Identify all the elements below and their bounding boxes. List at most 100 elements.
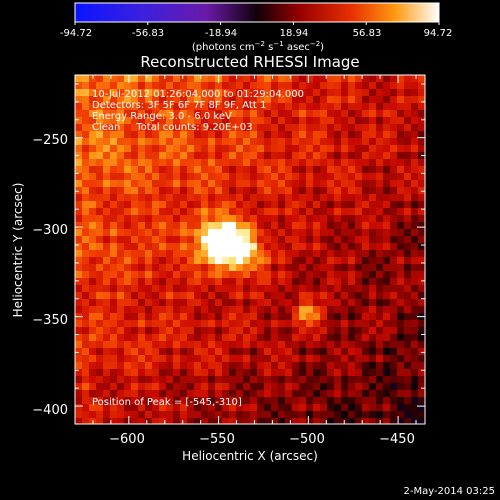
heatmap-cell — [348, 145, 356, 153]
heatmap-cell — [82, 131, 90, 139]
heatmap-cell — [355, 404, 363, 412]
heatmap-cell — [138, 145, 146, 153]
heatmap-cell — [124, 166, 132, 174]
heatmap-cell — [117, 236, 125, 244]
heatmap-cell — [355, 96, 363, 104]
heatmap-cell — [383, 292, 391, 300]
heatmap-cell — [180, 418, 188, 424]
heatmap-cell — [152, 355, 160, 363]
heatmap-cell — [411, 194, 419, 202]
heatmap-cell — [334, 243, 342, 251]
heatmap-cell — [110, 334, 118, 342]
heatmap-cell — [208, 89, 216, 97]
heatmap-cell — [334, 173, 342, 181]
heatmap-cell — [264, 355, 272, 363]
heatmap-cell — [348, 131, 356, 139]
heatmap-cell — [117, 390, 125, 398]
heatmap-cell — [369, 208, 377, 216]
heatmap-cell — [250, 327, 258, 335]
heatmap-cell — [362, 152, 370, 160]
heatmap-cell — [201, 278, 209, 286]
heatmap-cell — [341, 236, 349, 244]
heatmap-cell — [201, 250, 209, 258]
heatmap-cell — [215, 376, 223, 384]
heatmap-cell — [194, 145, 202, 153]
heatmap-cell — [208, 124, 216, 132]
heatmap-cell — [292, 75, 300, 83]
heatmap-cell — [236, 138, 244, 146]
heatmap-cell — [348, 278, 356, 286]
heatmap-cell — [257, 278, 265, 286]
heatmap-cell — [201, 89, 209, 97]
heatmap-cell — [334, 334, 342, 342]
heatmap-cell — [194, 369, 202, 377]
heatmap-cell — [348, 117, 356, 125]
heatmap-cell — [89, 243, 97, 251]
heatmap-cell — [341, 124, 349, 132]
heatmap-cell — [152, 194, 160, 202]
heatmap-cell — [383, 278, 391, 286]
heatmap-cell — [313, 299, 321, 307]
heatmap-cell — [418, 208, 425, 216]
heatmap-cell — [145, 250, 153, 258]
heatmap-cell — [397, 306, 405, 314]
heatmap-cell — [138, 376, 146, 384]
heatmap-cell — [348, 418, 356, 424]
heatmap-cell — [243, 194, 251, 202]
heatmap-cell — [327, 145, 335, 153]
heatmap-cell — [96, 376, 104, 384]
heatmap-cell — [131, 110, 139, 118]
heatmap-cell — [404, 383, 412, 391]
heatmap-cell — [404, 369, 412, 377]
heatmap-cell — [124, 96, 132, 104]
heatmap-cell — [320, 299, 328, 307]
heatmap-cell — [103, 159, 111, 167]
heatmap-cell — [103, 75, 111, 83]
heatmap-cell — [404, 201, 412, 209]
heatmap-cell — [208, 180, 216, 188]
heatmap-cell — [96, 117, 104, 125]
heatmap-cell — [250, 397, 258, 405]
heatmap-cell — [320, 96, 328, 104]
heatmap-cell — [75, 145, 83, 153]
heatmap-cell — [117, 159, 125, 167]
heatmap-cell — [257, 103, 265, 111]
heatmap-cell — [89, 215, 97, 223]
heatmap-cell — [327, 334, 335, 342]
heatmap-cell — [201, 131, 209, 139]
heatmap-cell — [145, 180, 153, 188]
heatmap-cell — [257, 166, 265, 174]
heatmap-cell — [355, 418, 363, 424]
heatmap-cell — [418, 131, 425, 139]
heatmap-cell — [390, 264, 398, 272]
heatmap-cell — [397, 201, 405, 209]
heatmap-cell — [187, 187, 195, 195]
heatmap-cell — [82, 159, 90, 167]
heatmap-cell — [327, 292, 335, 300]
heatmap-cell — [103, 236, 111, 244]
heatmap-cell — [411, 404, 419, 412]
heatmap-cell — [208, 201, 216, 209]
heatmap-cell — [306, 208, 314, 216]
heatmap-cell — [404, 327, 412, 335]
heatmap-cell — [89, 411, 97, 419]
heatmap-cell — [145, 222, 153, 230]
heatmap-cell — [355, 397, 363, 405]
heatmap-cell — [145, 117, 153, 125]
heatmap-cell — [341, 313, 349, 321]
heatmap-cell — [117, 75, 125, 83]
heatmap-cell — [313, 271, 321, 279]
heatmap-cell — [236, 229, 244, 237]
heatmap-cell — [131, 390, 139, 398]
heatmap-cell — [243, 313, 251, 321]
heatmap-cell — [103, 390, 111, 398]
heatmap-cell — [306, 222, 314, 230]
heatmap-cell — [236, 103, 244, 111]
heatmap-cell — [117, 145, 125, 153]
heatmap-cell — [278, 187, 286, 195]
heatmap-cell — [187, 348, 195, 356]
heatmap-cell — [320, 418, 328, 424]
heatmap-cell — [418, 75, 425, 83]
heatmap-cell — [404, 306, 412, 314]
heatmap-cell — [320, 145, 328, 153]
